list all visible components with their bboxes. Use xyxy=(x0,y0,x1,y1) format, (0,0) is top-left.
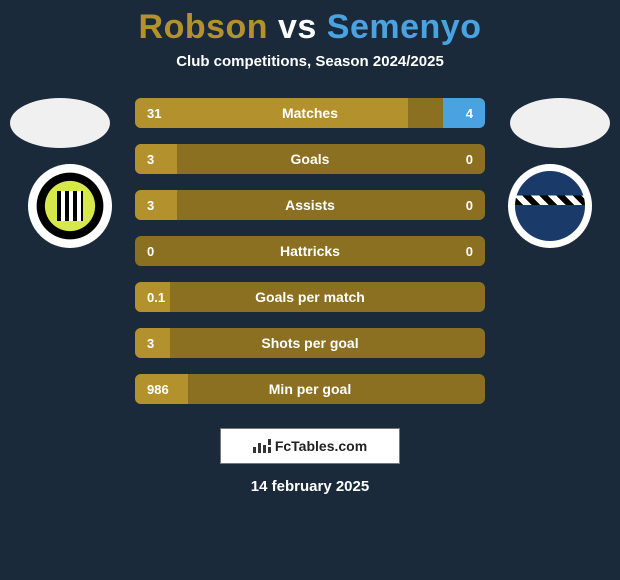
player1-name: Robson xyxy=(139,8,269,46)
vs-text: vs xyxy=(278,8,317,46)
fctables-chart-icon xyxy=(253,439,271,453)
stat-label: Goals xyxy=(135,151,485,167)
player2-photo xyxy=(510,98,610,148)
player2-name: Semenyo xyxy=(327,8,482,46)
stat-bar: 986Min per goal xyxy=(135,374,485,404)
stat-label: Matches xyxy=(135,105,485,121)
footer-logo-text: FcTables.com xyxy=(275,438,367,454)
club-right-inner-icon xyxy=(515,171,585,241)
subtitle: Club competitions, Season 2024/2025 xyxy=(0,53,620,70)
stat-label: Shots per goal xyxy=(135,335,485,351)
comparison-title: Robson vs Semenyo xyxy=(0,0,620,47)
stat-label: Min per goal xyxy=(135,381,485,397)
club-badge-right xyxy=(508,164,592,248)
player1-photo xyxy=(10,98,110,148)
stat-bar: 00Hattricks xyxy=(135,236,485,266)
content-area: 314Matches 30Goals 30Assists 00Hattricks 0.1… xyxy=(0,98,620,404)
stat-bars: 314Matches 30Goals 30Assists 00Hattricks 0.1… xyxy=(135,98,485,404)
stat-bar: 30Goals xyxy=(135,144,485,174)
club-left-stripes-icon xyxy=(57,191,83,221)
club-badge-left xyxy=(28,164,112,248)
footer-date: 14 february 2025 xyxy=(0,478,620,495)
stat-bar: 30Assists xyxy=(135,190,485,220)
stat-label: Goals per match xyxy=(135,289,485,305)
stat-bar: 0.1Goals per match xyxy=(135,282,485,312)
stat-label: Assists xyxy=(135,197,485,213)
footer-logo: FcTables.com xyxy=(220,428,400,464)
stat-bar: 3Shots per goal xyxy=(135,328,485,358)
stat-bar: 314Matches xyxy=(135,98,485,128)
stat-label: Hattricks xyxy=(135,243,485,259)
